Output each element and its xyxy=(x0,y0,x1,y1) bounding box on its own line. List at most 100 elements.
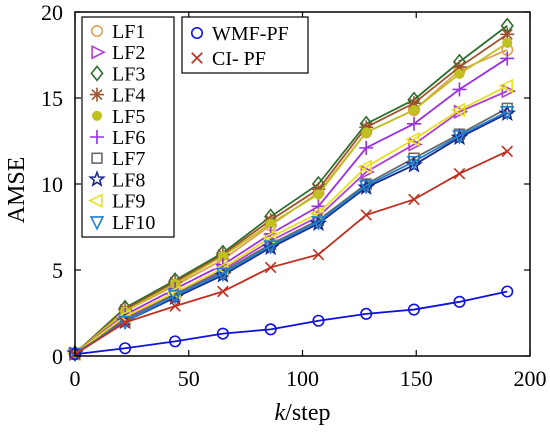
data-point xyxy=(261,238,280,256)
data-point xyxy=(263,240,278,255)
legend-label: LF7 xyxy=(112,148,145,170)
x-axis-label-italic: k xyxy=(275,400,286,426)
legend-marker xyxy=(190,26,204,40)
legend-marker xyxy=(91,110,103,121)
data-point xyxy=(357,159,372,175)
data-point xyxy=(311,182,326,197)
y-tick-label: 20 xyxy=(41,0,63,25)
y-axis-label: AMSE xyxy=(4,157,30,224)
data-point xyxy=(119,316,131,329)
y-tick-label: 5 xyxy=(52,258,63,283)
legend-label: CI- PF xyxy=(212,48,266,70)
series-wmf-pf xyxy=(68,285,514,361)
data-point xyxy=(450,102,466,118)
y-tick-label: 0 xyxy=(52,344,63,369)
legend-label: LF5 xyxy=(112,106,145,128)
data-point xyxy=(215,267,231,283)
legend-label: LF8 xyxy=(112,169,145,191)
data-point xyxy=(264,323,277,336)
legend-marker xyxy=(90,24,104,38)
series-line xyxy=(74,290,508,356)
data-point xyxy=(217,285,229,298)
legend-marker xyxy=(191,52,203,64)
legend-marker xyxy=(90,87,104,102)
data-point xyxy=(358,180,374,195)
data-point xyxy=(454,68,465,79)
data-point xyxy=(408,137,423,152)
data-point xyxy=(452,60,467,75)
y-tick-label: 10 xyxy=(41,172,63,197)
x-tick-label: 200 xyxy=(514,366,547,391)
x-axis-label: k/step xyxy=(275,400,331,426)
x-tick-label: 150 xyxy=(400,366,433,391)
data-point xyxy=(450,128,469,146)
data-point xyxy=(500,51,515,66)
data-point xyxy=(407,303,421,316)
data-point xyxy=(498,104,517,121)
legend-box xyxy=(181,16,309,74)
data-point xyxy=(311,199,326,214)
series-line xyxy=(74,150,508,356)
data-point xyxy=(357,178,376,195)
data-point xyxy=(359,140,374,155)
legend-marker xyxy=(91,152,103,164)
data-point xyxy=(453,167,466,180)
legend-label: LF6 xyxy=(112,127,145,149)
data-point xyxy=(360,307,373,320)
series-line xyxy=(74,107,508,355)
data-point xyxy=(405,132,420,147)
data-point xyxy=(264,261,277,274)
legend-label: WMF-PF xyxy=(212,23,289,45)
data-point xyxy=(406,96,421,111)
data-point xyxy=(498,78,513,94)
x-tick-label: 0 xyxy=(70,366,81,391)
series-line xyxy=(74,42,508,355)
data-point xyxy=(309,214,328,232)
legend-box xyxy=(81,16,175,238)
axis-ticks: 0 50 100 150 200 0 5 10 15 20 xyxy=(41,0,547,391)
legend-label: LF2 xyxy=(112,42,145,64)
data-point xyxy=(406,155,422,171)
plot-area xyxy=(66,17,517,363)
data-point xyxy=(452,130,467,145)
series-ci-pf xyxy=(69,145,514,361)
data-point xyxy=(501,145,514,158)
data-point xyxy=(501,285,514,298)
data-point xyxy=(265,218,276,229)
series-line xyxy=(74,33,508,355)
x-tick-label: 100 xyxy=(286,366,319,391)
data-point xyxy=(169,335,182,348)
legend-label: LF1 xyxy=(112,21,145,43)
series-line xyxy=(74,85,508,355)
data-point xyxy=(312,248,325,261)
legend-marker xyxy=(88,170,106,187)
legend-marker xyxy=(89,216,105,231)
series-line xyxy=(74,25,508,355)
data-point xyxy=(408,193,420,206)
legend-label: LF4 xyxy=(112,85,145,107)
data-point xyxy=(502,37,513,49)
data-point xyxy=(500,27,515,42)
legend-marker xyxy=(90,130,104,144)
data-point xyxy=(313,189,324,200)
legend-label: LF3 xyxy=(112,63,145,85)
data-point xyxy=(361,127,372,138)
data-point xyxy=(119,342,132,355)
legend-marker xyxy=(91,44,106,60)
legend-marker xyxy=(90,65,104,82)
data-point xyxy=(216,327,229,340)
data-point xyxy=(311,216,326,231)
legend-label: LF9 xyxy=(112,191,145,213)
data-point xyxy=(406,116,421,131)
x-axis-label-rest: /step xyxy=(285,400,330,426)
data-point xyxy=(452,82,467,97)
data-point xyxy=(359,120,374,135)
legend-label: LF10 xyxy=(112,212,155,234)
legend-marker xyxy=(88,193,103,208)
data-point xyxy=(501,83,517,99)
x-tick-label: 50 xyxy=(178,366,200,391)
series-line xyxy=(74,57,508,355)
data-point xyxy=(167,290,183,305)
